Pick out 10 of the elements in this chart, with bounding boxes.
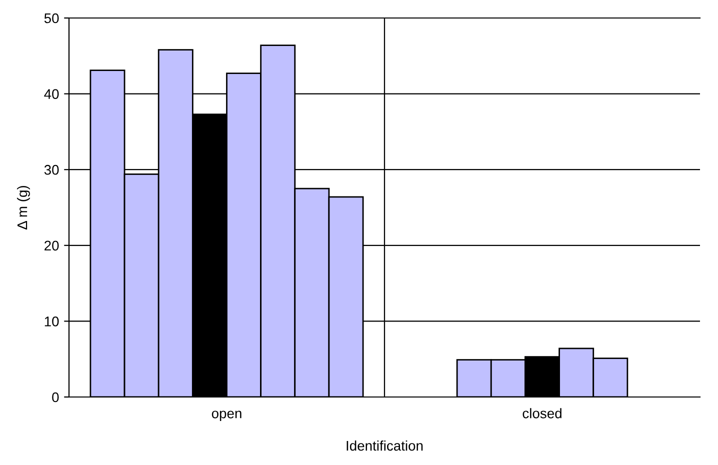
y-tick-label: 50	[44, 13, 59, 24]
y-tick-label: 10	[44, 316, 59, 326]
y-tick-label: 30	[44, 164, 59, 175]
y-tick-label: 40	[44, 89, 59, 99]
y-tick-label: 0	[52, 392, 59, 402]
x-tick-label: open	[212, 410, 242, 422]
x-axis-title: Identification	[346, 440, 423, 451]
y-axis-title: Δ m (g)	[16, 186, 30, 230]
y-tick-label: 20	[44, 240, 59, 251]
x-tick-label: closed	[522, 408, 562, 418]
